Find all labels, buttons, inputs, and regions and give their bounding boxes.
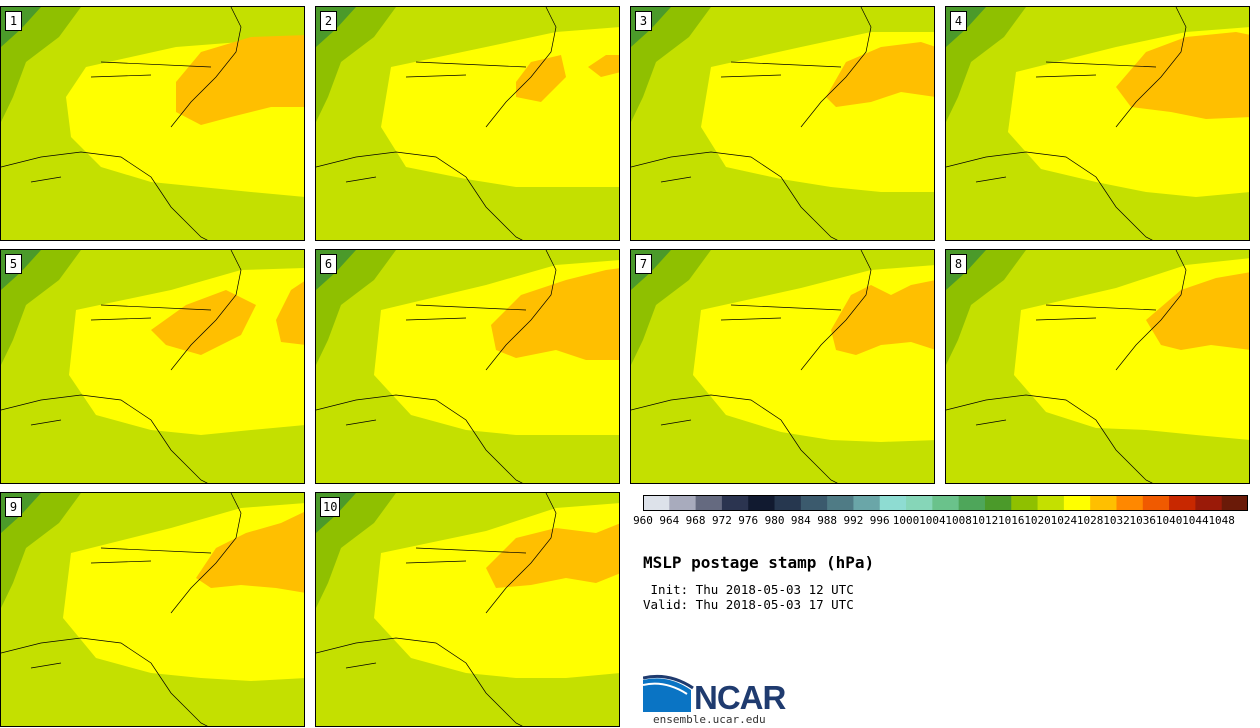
mslp-map	[1, 7, 304, 240]
colorbar-swatch	[984, 495, 1012, 511]
colorbar-swatch	[1011, 495, 1039, 511]
colorbar-swatch	[1142, 495, 1170, 511]
colorbar-tick-label: 988	[817, 514, 838, 527]
colorbar-tick-label: 980	[764, 514, 785, 527]
colorbar-tick-label: 996	[869, 514, 890, 527]
mslp-map	[631, 7, 934, 240]
member-panel-4: 4	[945, 6, 1250, 241]
colorbar-swatch	[853, 495, 881, 511]
colorbar-swatch	[1221, 495, 1248, 511]
colorbar-swatch	[774, 495, 802, 511]
colorbar-tick-label: 1020	[1024, 514, 1051, 527]
member-label: 9	[5, 497, 22, 517]
mslp-map	[316, 250, 619, 483]
colorbar-tick-label: 1032	[1103, 514, 1130, 527]
website-text: ensemble.ucar.edu	[653, 713, 766, 726]
colorbar-tick-label: 1036	[1129, 514, 1157, 527]
member-panel-6: 6	[315, 249, 620, 484]
member-label: 2	[320, 11, 337, 31]
colorbar-tick-label: 968	[685, 514, 706, 527]
member-panel-5: 5	[0, 249, 305, 484]
colorbar-swatch	[906, 495, 933, 511]
member-label: 7	[635, 254, 652, 274]
colorbar-swatch	[748, 495, 776, 511]
colorbar-tick-label: 1040	[1155, 514, 1183, 527]
member-label: 6	[320, 254, 337, 274]
colorbar-swatch	[879, 495, 907, 511]
member-panel-3: 3	[630, 6, 935, 241]
mslp-map	[946, 250, 1249, 483]
colorbar-tick-label: 992	[843, 514, 864, 527]
chart-title: MSLP postage stamp (hPa)	[643, 553, 875, 572]
member-panel-1: 1	[0, 6, 305, 241]
colorbar-swatch	[958, 495, 986, 511]
colorbar-tick-label: 976	[738, 514, 759, 527]
colorbar-tick-label: 1004	[919, 514, 946, 527]
pressure-colorbar	[643, 495, 1248, 511]
mslp-map	[946, 7, 1249, 240]
init-time: Init: Thu 2018-05-03 12 UTC	[643, 582, 854, 597]
member-label: 3	[635, 11, 652, 31]
member-label: 10	[320, 497, 341, 517]
colorbar-swatch	[643, 495, 670, 511]
colorbar-tick-label: 1028	[1076, 514, 1104, 527]
valid-time: Valid: Thu 2018-05-03 17 UTC	[643, 597, 854, 612]
colorbar-tick-label: 984	[790, 514, 811, 527]
colorbar-labels: 960 964 968 972 976 980 984 988 992 996 1000 1004 10…	[0, 514, 1260, 528]
colorbar-tick-label: 1008	[945, 514, 972, 527]
mslp-map	[1, 250, 304, 483]
colorbar-tick-label: 1044	[1182, 514, 1209, 527]
member-panel-9: 9	[0, 492, 305, 727]
colorbar-swatch	[1116, 495, 1144, 511]
colorbar-swatch	[1169, 495, 1196, 511]
colorbar-swatch	[800, 495, 828, 511]
colorbar-tick-label: 1024	[1050, 514, 1078, 527]
colorbar-swatch	[1037, 495, 1065, 511]
colorbar-swatch	[695, 495, 723, 511]
mslp-map	[1, 493, 304, 726]
colorbar-tick-label: 1000	[892, 514, 920, 527]
colorbar-tick-label: 960	[633, 514, 653, 527]
mslp-map	[316, 493, 619, 726]
mslp-map	[316, 7, 619, 240]
member-label: 4	[950, 11, 967, 31]
member-panel-2: 2	[315, 6, 620, 241]
member-label: 8	[950, 254, 967, 274]
logo-text: NCAR	[694, 679, 786, 716]
colorbar-tick-label: 972	[711, 514, 732, 527]
colorbar-swatch	[669, 495, 697, 511]
colorbar-swatch	[1090, 495, 1117, 511]
colorbar-swatch	[1063, 495, 1091, 511]
colorbar-swatch	[1195, 495, 1223, 511]
ncar-logo-icon	[643, 674, 694, 712]
colorbar-tick-label: 1012	[971, 514, 999, 527]
member-label: 5	[5, 254, 22, 274]
member-panel-8: 8	[945, 249, 1250, 484]
colorbar-tick-label: 1016	[998, 514, 1025, 527]
mslp-map	[631, 250, 934, 483]
colorbar-swatch	[721, 495, 749, 511]
colorbar-tick-label: 964	[659, 514, 680, 527]
member-panel-7: 7	[630, 249, 935, 484]
colorbar-swatch	[932, 495, 960, 511]
member-panel-10: 10	[315, 492, 620, 727]
member-label: 1	[5, 11, 22, 31]
colorbar-tick-label: 1048	[1208, 514, 1235, 527]
colorbar-swatch	[827, 495, 854, 511]
